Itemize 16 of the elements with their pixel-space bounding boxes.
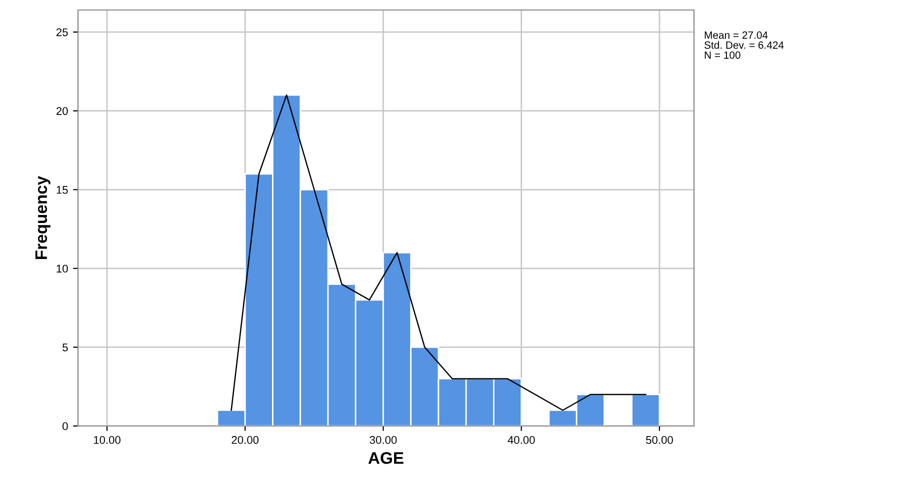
x-tick-label: 10.00 — [94, 436, 120, 444]
text: N = 100 — [704, 51, 740, 59]
x-tick-label: 50.00 — [646, 436, 673, 444]
text: Std. Dev. = 6.424 — [704, 41, 784, 49]
x-axis-title: AGE — [368, 452, 404, 464]
y-axis-title: Frequency — [35, 176, 50, 260]
x-tick-label: 30.00 — [370, 436, 397, 444]
x-tick-label: 20.00 — [232, 436, 259, 444]
y-tick-label: 5 — [62, 344, 68, 352]
y-tick-label: 0 — [62, 422, 68, 430]
y-tick-label: 25 — [56, 28, 68, 36]
y-tick-label: 20 — [56, 107, 68, 115]
y-tick-label: 15 — [56, 186, 68, 194]
y-tick-label: 10 — [56, 264, 68, 273]
x-tick-label: 40.00 — [508, 436, 535, 444]
text: Mean = 27.04 — [704, 31, 768, 39]
